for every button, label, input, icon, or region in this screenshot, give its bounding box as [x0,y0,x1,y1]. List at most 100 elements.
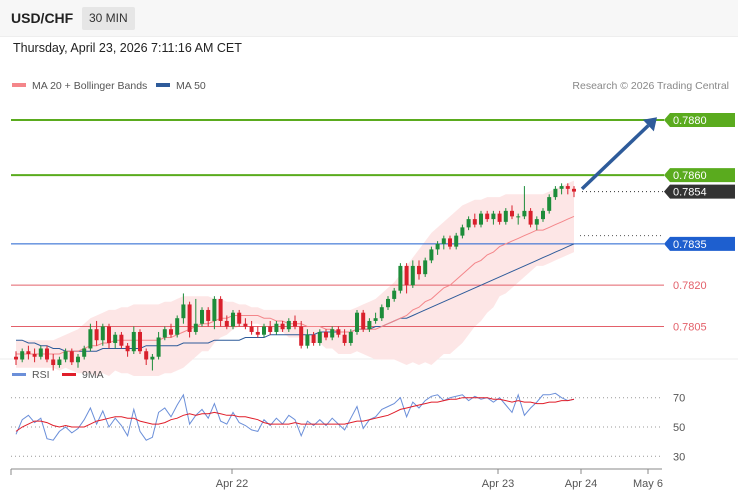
candle-body [417,265,421,275]
candle-body [491,213,496,220]
candle-body [336,329,341,335]
candle-body [293,320,297,327]
candle-body [224,320,229,327]
candle-body [169,329,173,335]
candle-body [175,318,180,335]
candle-body [138,331,142,352]
candle-body [392,290,397,299]
candle-body [565,186,570,189]
symbol-title: USD/CHF [11,10,74,26]
level-label-0.7854: 0.7854 [673,187,707,199]
candle-body [528,210,533,225]
rsi-line [15,392,575,441]
candle-body [268,326,273,332]
rsi-ma-legend-label: 9MA [82,369,104,381]
candle-body [516,216,521,218]
candle-body [280,323,285,330]
legend-ma20: MA 20 + Bollinger Bands [12,80,147,92]
candle-body [69,351,74,363]
candle-body [255,331,260,335]
candle-body [361,312,366,330]
candle-body [435,243,440,250]
candle-body [45,348,49,360]
ma50-label: MA 50 [176,80,206,92]
level-tag-0.7860 [664,168,735,183]
candle-body [410,265,415,286]
forecast-arrow-shaft [580,124,650,191]
chart-datetime: Thursday, April 23, 2026 7:11:16 AM CET [13,41,242,55]
rsi-tick-label-50: 50 [673,422,685,434]
candle-body [131,331,136,352]
candle-body [262,326,266,335]
candle-body [156,337,161,357]
candle-body [32,353,37,357]
candle-body [212,298,217,321]
candle-body [423,260,428,275]
candle-body [355,312,359,332]
candle-body [94,329,99,341]
level-label-0.7880: 0.7880 [673,115,707,127]
candle-body [367,320,372,330]
ma20-swatch [12,83,26,88]
rsi-ma-legend-swatch [62,373,76,376]
candle-body [76,356,80,363]
legend-ma50: MA 50 [156,80,206,92]
candle-body [193,323,198,332]
candle-body [429,249,434,261]
candle-body [57,359,62,365]
candle-body [330,329,335,338]
candle-body [14,356,18,360]
rsi-ma-line [15,397,575,432]
candle-body [497,213,502,222]
candle-body [305,334,310,346]
candle-body [231,312,235,327]
bollinger-bands [16,180,574,376]
candle-body [448,238,452,247]
candle-body [441,238,446,244]
candle-body [522,210,527,217]
candle-body [286,320,291,330]
candle-body [274,323,279,332]
timeframe-button[interactable]: 30 MIN [82,7,135,30]
candle-body [534,219,539,225]
candle-body [38,348,43,357]
candle-body [113,334,118,343]
level-tag-0.7835 [664,236,735,251]
candle-body [82,348,87,357]
candle-body [547,197,552,211]
copyright-text: Research © 2026 Trading Central [572,80,729,92]
candle-body [299,326,304,346]
candle-body [237,312,242,324]
candle-body [206,309,211,321]
candle-body [88,329,93,349]
candle-body [373,318,378,321]
candle-body [398,265,403,291]
level-label-0.7820: 0.7820 [673,280,707,292]
forecast-arrow-head [642,117,657,132]
candle-body [479,213,483,225]
candle-body [150,356,155,360]
candle-body [559,186,564,189]
candle-body [200,309,204,324]
candle-body [20,351,25,360]
level-tag-0.7854 [664,184,735,199]
x-tick-label: Apr 23 [482,478,514,490]
candle-body [100,326,105,341]
candle-body [107,326,111,343]
candle-body [503,210,508,222]
candle-body [125,345,130,352]
candle-body [460,227,465,236]
x-tick-label: Apr 24 [565,478,597,490]
chart-header: USD/CHF 30 MIN [0,0,738,37]
level-tag-0.7880 [664,113,735,128]
candle-body [324,331,328,338]
rsi-tick-label-70: 70 [673,393,685,405]
x-tick-label: May 6 [633,478,663,490]
rsi-legend-swatch [12,373,26,376]
rsi-legend-label: RSI [32,369,50,381]
candle-body [119,334,124,346]
candle-body [466,219,471,228]
candle-body [311,334,316,343]
candle-body [472,219,477,225]
